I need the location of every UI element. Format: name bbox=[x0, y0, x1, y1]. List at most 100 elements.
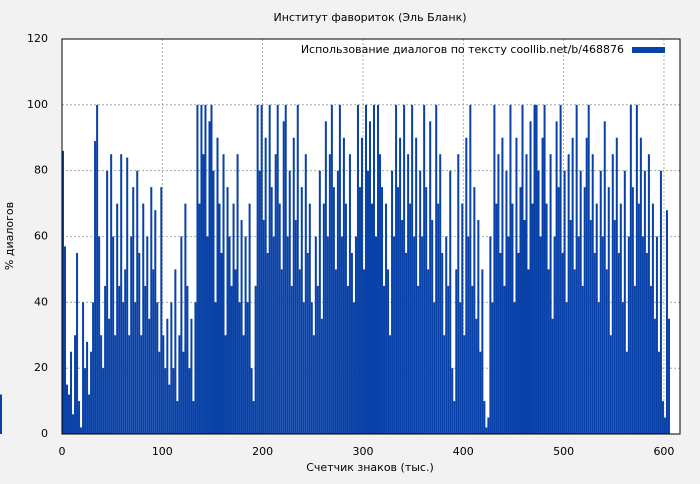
bar bbox=[605, 269, 608, 434]
bar bbox=[138, 252, 141, 434]
bar bbox=[176, 401, 179, 434]
bar bbox=[443, 335, 446, 434]
bar bbox=[252, 401, 255, 434]
bar bbox=[525, 154, 528, 435]
bar bbox=[350, 252, 353, 434]
bar bbox=[326, 236, 329, 434]
bar bbox=[621, 302, 624, 434]
bar bbox=[433, 302, 436, 434]
bar bbox=[649, 285, 652, 434]
bar bbox=[92, 302, 95, 434]
bar bbox=[232, 203, 235, 434]
bar bbox=[607, 187, 610, 434]
bar bbox=[144, 285, 147, 434]
bar bbox=[166, 318, 169, 434]
bar bbox=[290, 285, 293, 434]
bar bbox=[328, 154, 331, 435]
bar bbox=[62, 150, 65, 434]
bar bbox=[66, 384, 69, 434]
bar bbox=[212, 170, 215, 434]
bar bbox=[485, 427, 488, 434]
bar bbox=[190, 318, 193, 434]
bar bbox=[346, 285, 349, 434]
bar bbox=[186, 285, 189, 434]
bar bbox=[356, 104, 359, 434]
bar bbox=[322, 203, 325, 434]
bar bbox=[451, 368, 454, 434]
bar bbox=[82, 302, 85, 434]
bar bbox=[270, 187, 273, 434]
bar bbox=[467, 236, 470, 434]
bar bbox=[659, 170, 662, 434]
bar bbox=[306, 252, 309, 434]
x-tick-label: 300 bbox=[352, 445, 373, 458]
bar bbox=[437, 203, 440, 434]
bar bbox=[551, 318, 554, 434]
bar bbox=[493, 104, 496, 434]
bar bbox=[595, 203, 598, 434]
bar bbox=[266, 252, 269, 434]
bar bbox=[304, 154, 307, 435]
bar bbox=[625, 351, 628, 434]
bar bbox=[68, 394, 71, 434]
bar bbox=[497, 154, 500, 435]
bar bbox=[645, 252, 648, 434]
bar bbox=[553, 236, 556, 434]
bar bbox=[182, 351, 185, 434]
bar bbox=[655, 236, 658, 434]
bar bbox=[200, 104, 203, 434]
bar bbox=[98, 236, 101, 434]
bar bbox=[332, 187, 335, 434]
bar bbox=[354, 236, 357, 434]
bar bbox=[593, 252, 596, 434]
bar bbox=[72, 414, 75, 434]
bar bbox=[381, 187, 384, 434]
bar bbox=[463, 335, 466, 434]
x-tick-label: 100 bbox=[152, 445, 173, 458]
bar bbox=[449, 170, 452, 434]
bar bbox=[541, 137, 544, 434]
bar bbox=[519, 187, 522, 434]
bar bbox=[162, 335, 165, 434]
bar bbox=[288, 170, 291, 434]
bar bbox=[579, 170, 582, 434]
bar bbox=[557, 187, 560, 434]
bar bbox=[122, 302, 125, 434]
y-axis-label: % диалогов bbox=[3, 202, 16, 270]
bar bbox=[312, 335, 315, 434]
bar bbox=[124, 269, 127, 434]
bar bbox=[619, 203, 622, 434]
bar bbox=[74, 335, 77, 434]
y-tick-label: 120 bbox=[27, 32, 48, 45]
bar bbox=[366, 170, 369, 434]
y-tick-label: 80 bbox=[34, 164, 48, 177]
bar bbox=[563, 170, 566, 434]
bar bbox=[533, 104, 536, 434]
bar bbox=[360, 137, 363, 434]
bar bbox=[272, 236, 275, 434]
bar bbox=[286, 236, 289, 434]
bar bbox=[513, 302, 516, 434]
bar bbox=[653, 318, 656, 434]
bar bbox=[589, 220, 592, 434]
bar bbox=[383, 285, 386, 434]
bar bbox=[172, 368, 175, 434]
bar bbox=[561, 252, 564, 434]
bar bbox=[479, 351, 482, 434]
bar bbox=[310, 302, 313, 434]
bar bbox=[202, 154, 205, 435]
bar bbox=[667, 318, 670, 434]
bar bbox=[192, 401, 195, 434]
bar bbox=[316, 285, 319, 434]
bar bbox=[489, 236, 492, 434]
bar bbox=[238, 302, 241, 434]
bar bbox=[330, 104, 333, 434]
bar bbox=[116, 203, 119, 434]
bar bbox=[208, 121, 211, 435]
bar bbox=[128, 335, 131, 434]
bar bbox=[639, 137, 642, 434]
bar bbox=[196, 104, 199, 434]
bar bbox=[64, 246, 67, 434]
bar bbox=[635, 104, 638, 434]
bar bbox=[421, 236, 424, 434]
